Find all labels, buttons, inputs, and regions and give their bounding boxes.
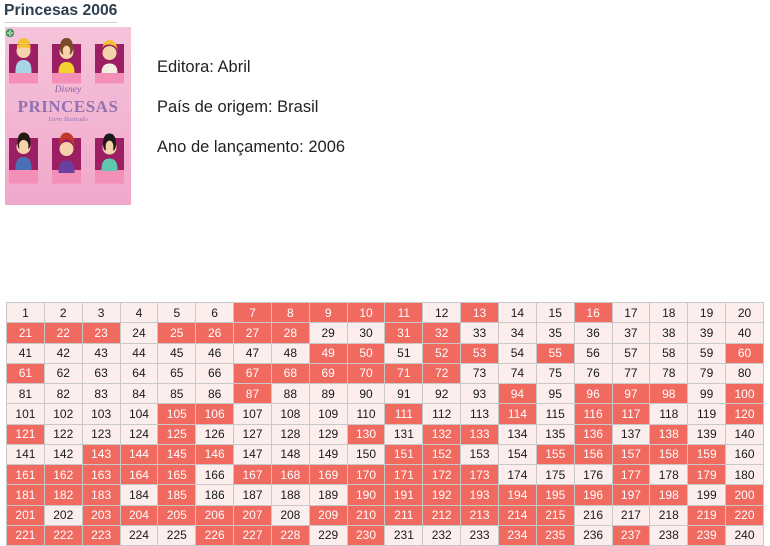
svg-text:Livro Ilustrado: Livro Ilustrado <box>47 116 88 123</box>
svg-text:Disney: Disney <box>54 85 82 95</box>
svg-text:PRINCESAS: PRINCESAS <box>18 97 119 116</box>
